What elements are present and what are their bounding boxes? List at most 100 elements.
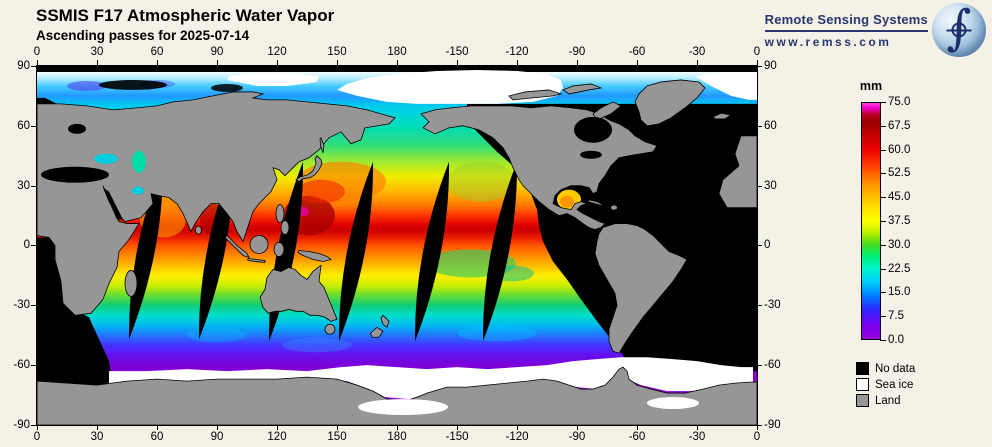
lon-label-bottom: 0 xyxy=(753,431,761,443)
land-cuba xyxy=(587,199,606,207)
lon-tick-top xyxy=(277,60,278,65)
lon-label-top: 90 xyxy=(210,46,224,58)
lon-label-top: -120 xyxy=(505,46,529,58)
lat-tick-right xyxy=(757,425,762,426)
lon-tick-bottom xyxy=(337,425,338,430)
lon-label-top: 180 xyxy=(387,46,407,58)
land-mindanao xyxy=(280,220,290,235)
land-australia xyxy=(259,264,338,322)
colorbar-tick-label: 15.0 xyxy=(888,286,911,298)
lat-label-left: 90 xyxy=(17,60,30,72)
persian-gulf-data xyxy=(132,186,144,195)
swath-gap-4 xyxy=(338,161,374,342)
sea-ice-arctic-cap xyxy=(337,69,563,104)
colorbar-tick-label: 0.0 xyxy=(888,334,904,346)
lon-tick-bottom xyxy=(637,425,638,430)
arctic-violet-streak-1 xyxy=(67,80,107,91)
colorbar-tick-label: 45.0 xyxy=(888,191,911,203)
caspian-sea-data xyxy=(132,150,146,173)
lon-label-bottom: -90 xyxy=(568,431,586,443)
lon-tick-bottom xyxy=(97,425,98,430)
crosshair-icon xyxy=(951,22,967,38)
lon-label-top: -90 xyxy=(568,46,586,58)
baltic-nodata xyxy=(68,123,86,134)
lon-tick-bottom xyxy=(37,425,38,430)
lat-tick-right xyxy=(757,245,762,246)
sea-ice-arctic-right xyxy=(695,71,757,100)
lon-label-top: -150 xyxy=(445,46,469,58)
lat-label-right: -30 xyxy=(764,299,781,311)
colorbar-tick-label: 30.0 xyxy=(888,239,911,251)
colorbar-tick xyxy=(880,221,886,222)
lat-tick-left xyxy=(31,305,36,306)
lon-label-bottom: 150 xyxy=(327,431,347,443)
sea-ice-arctic-left xyxy=(227,72,319,86)
land-java xyxy=(247,258,266,263)
swath-gap-1 xyxy=(128,161,164,340)
lon-label-top: 60 xyxy=(150,46,164,58)
colorbar-title: mm xyxy=(859,79,883,93)
land-canadian-islands-2 xyxy=(562,83,603,95)
lon-tick-top xyxy=(457,60,458,65)
colorbar-tick-label: 7.5 xyxy=(888,310,904,322)
colorbar-tick-label: 75.0 xyxy=(888,96,911,108)
lat-label-right: 0 xyxy=(764,239,771,251)
lon-tick-bottom xyxy=(577,425,578,430)
remss-logo: Remote Sensing Systems www.remss.com ∫ xyxy=(764,3,986,57)
lon-tick-bottom xyxy=(397,425,398,430)
arctic-black-streak-2 xyxy=(211,83,243,92)
colorbar-tick-label: 67.5 xyxy=(888,120,911,132)
lon-label-bottom: 30 xyxy=(90,431,104,443)
lon-label-bottom: -120 xyxy=(505,431,529,443)
swath-gap-6 xyxy=(482,161,518,342)
colorbar-tick xyxy=(880,173,886,174)
land-afro-eurasia xyxy=(37,91,396,316)
lon-tick-top xyxy=(697,60,698,65)
colorbar-tick xyxy=(880,150,886,151)
lon-tick-top xyxy=(397,60,398,65)
colorbar-tick xyxy=(880,126,886,127)
colorbar-tick xyxy=(880,316,886,317)
land-west-europe-africa-wrap xyxy=(718,135,757,209)
lon-label-top: 0 xyxy=(753,46,761,58)
land-hispaniola xyxy=(610,204,618,211)
lat-tick-left xyxy=(31,186,36,187)
lon-tick-bottom xyxy=(277,425,278,430)
lat-tick-left xyxy=(31,245,36,246)
lon-tick-bottom xyxy=(217,425,218,430)
lon-label-bottom: 90 xyxy=(210,431,224,443)
black-sea-data xyxy=(94,153,118,164)
land-madagascar xyxy=(124,270,138,297)
legend-item: Land xyxy=(856,394,901,407)
lon-label-top: -60 xyxy=(628,46,646,58)
lat-label-left: 30 xyxy=(17,180,30,192)
land-new-zealand-south xyxy=(370,326,384,338)
south-pacific-blue-swirl xyxy=(282,338,352,353)
legend-swatch xyxy=(856,362,869,375)
lon-label-top: -30 xyxy=(688,46,706,58)
lat-label-left: -30 xyxy=(13,299,30,311)
lon-label-top: 150 xyxy=(327,46,347,58)
lat-tick-right xyxy=(757,365,762,366)
legend-item: No data xyxy=(856,362,915,375)
logo-text: Remote Sensing Systems www.remss.com xyxy=(764,12,928,49)
lat-label-right: 90 xyxy=(764,60,777,72)
lat-tick-right xyxy=(757,66,762,67)
colorbar-tick xyxy=(880,197,886,198)
lon-tick-top xyxy=(217,60,218,65)
logo-url: www.remss.com xyxy=(764,34,892,49)
lon-tick-bottom xyxy=(757,425,758,430)
land-sakhalin xyxy=(319,137,325,153)
lon-tick-top xyxy=(517,60,518,65)
lon-label-bottom: -60 xyxy=(628,431,646,443)
land-sulawesi xyxy=(273,242,285,257)
colorbar-tick xyxy=(880,245,886,246)
land-sumatra xyxy=(224,234,250,259)
lat-tick-left xyxy=(31,365,36,366)
lon-tick-bottom xyxy=(697,425,698,430)
page-title: SSMIS F17 Atmospheric Water Vapor xyxy=(36,6,335,25)
lon-label-bottom: 60 xyxy=(150,431,164,443)
land-canadian-islands-1 xyxy=(508,89,563,101)
land-new-guinea xyxy=(297,250,332,262)
lat-label-left: -60 xyxy=(13,359,30,371)
